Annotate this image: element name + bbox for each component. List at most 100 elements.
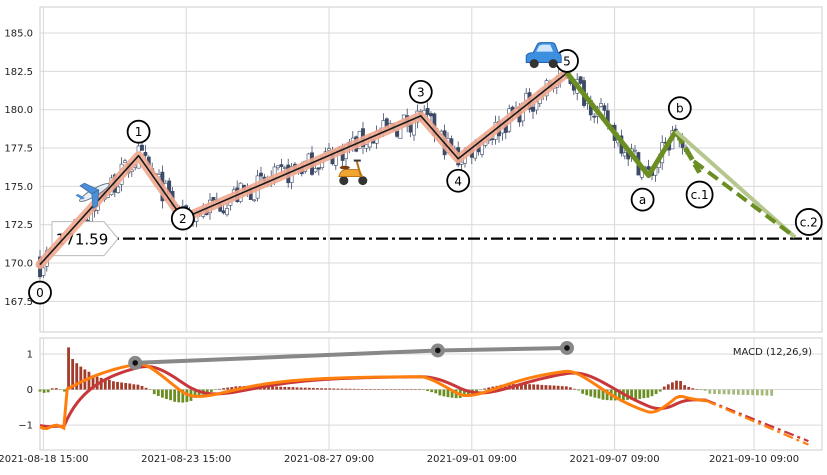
macd-divergence-point-center: [435, 347, 441, 354]
macd-histogram-bar: [430, 389, 434, 393]
macd-histogram-bar: [177, 389, 181, 403]
candle-body: [490, 138, 495, 141]
airplane-tail: [75, 193, 85, 200]
candle-body: [316, 167, 321, 170]
xtick-label: 2021-09-10 09:00: [709, 454, 799, 465]
macd-histogram-bar: [222, 388, 225, 390]
macd-line: [39, 362, 707, 431]
macd-histogram-bar: [316, 388, 319, 390]
macd-histogram-bar: [585, 389, 589, 396]
macd-histogram-bar: [50, 388, 54, 390]
xtick-label: 2021-08-27 09:00: [284, 454, 374, 465]
candle-body: [85, 219, 90, 222]
macd-line-projection: [705, 399, 809, 446]
macd-histogram-bar: [328, 388, 332, 390]
macd-histogram-bar: [666, 384, 670, 390]
macd-histogram-bar: [438, 389, 442, 396]
scooter-icon: [338, 159, 368, 186]
macd-histogram-bar: [42, 389, 46, 393]
candle-body: [633, 149, 637, 152]
macd-histogram-bar: [503, 384, 507, 390]
macd-histogram-bar: [450, 389, 454, 398]
car-body: [525, 42, 562, 64]
wave-label-2: 2: [170, 206, 195, 231]
macd-histogram-bar: [365, 389, 368, 390]
macd-histogram-bar: [132, 384, 136, 390]
price-ytick-label: 182.5: [4, 67, 33, 78]
macd-histogram-bar: [589, 389, 593, 397]
macd-histogram-bar: [140, 385, 144, 390]
macd-histogram-bar: [520, 384, 523, 390]
macd-histogram-bar: [544, 385, 548, 390]
macd-histogram-bar: [156, 389, 160, 396]
macd-histogram-bar: [59, 389, 62, 391]
macd-histogram-bar: [593, 389, 597, 398]
macd-histogram-bar: [193, 389, 197, 398]
macd-histogram-projection-bar: [746, 389, 750, 396]
macd-histogram-bar: [613, 389, 617, 401]
macd-histogram-bar: [279, 386, 283, 390]
macd-histogram-bar: [169, 389, 172, 401]
macd-histogram-projection-bar: [751, 389, 755, 396]
macd-histogram-bar: [128, 383, 132, 390]
car-window: [536, 44, 554, 52]
macd-histogram-bar: [332, 388, 336, 390]
macd-histogram-bar: [573, 388, 576, 390]
macd-histogram-bar: [46, 389, 50, 393]
macd-histogram-bar: [393, 389, 397, 390]
macd-histogram-bar: [532, 384, 536, 390]
price-ytick-label: 172.5: [4, 220, 33, 231]
wave-label-text: c.1: [691, 188, 709, 202]
scooter-stem: [355, 161, 362, 176]
macd-histogram-projection-bar: [732, 389, 735, 395]
wave-label-c-1: c.1: [685, 180, 714, 209]
macd-histogram-bar: [165, 389, 168, 400]
macd-histogram-bar: [226, 387, 230, 390]
macd-histogram-projection-bar: [708, 389, 712, 394]
macd-histogram-bar: [63, 389, 66, 392]
macd-histogram-bar: [569, 387, 572, 390]
macd-divergence-point-center: [132, 360, 138, 366]
macd-histogram-bar: [418, 389, 421, 390]
macd-histogram-bar: [352, 388, 356, 390]
candle-body: [221, 210, 226, 214]
macd-histogram-bar: [299, 387, 303, 390]
macd-histogram-bar: [597, 389, 601, 399]
macd-histogram-bar: [422, 389, 425, 391]
macd-divergence-point-center: [564, 345, 570, 351]
macd-histogram-bar: [209, 389, 213, 392]
candle-body: [592, 115, 597, 118]
macd-histogram-bar: [560, 386, 564, 390]
wave-label-circle: [170, 206, 195, 231]
macd-histogram-bar: [442, 389, 446, 397]
macd-histogram-bar: [446, 389, 450, 398]
macd-histogram-bar: [103, 378, 107, 390]
macd-histogram-bar: [124, 382, 128, 390]
scooter-seat: [339, 165, 350, 170]
wave-label-text: 2: [179, 212, 187, 226]
macd-histogram-bar: [642, 389, 646, 399]
candle-body: [123, 160, 127, 163]
impulse-wave-line: [39, 72, 568, 266]
price-ytick-label: 170.0: [4, 259, 33, 270]
wave-label-text: 4: [454, 174, 462, 188]
wave-label-text: a: [639, 193, 646, 207]
macd-histogram-bar: [340, 388, 344, 390]
macd-histogram-bar: [617, 389, 621, 401]
macd-histogram-bar: [38, 389, 42, 392]
macd-histogram-bar: [295, 387, 299, 390]
macd-histogram-bar: [581, 389, 585, 394]
wave-label-circle: [794, 208, 823, 236]
wave-label-circle: [28, 280, 52, 305]
macd-histogram-bar: [344, 388, 348, 390]
macd-histogram-bar: [401, 389, 405, 390]
wave-label-circle: [667, 96, 692, 121]
macd-histogram-bar: [675, 380, 678, 390]
wave-label-text: 1: [135, 125, 143, 139]
macd-histogram-projection-bar: [736, 389, 740, 395]
macd-histogram-bar: [107, 379, 111, 390]
macd-histogram-projection-bar: [741, 389, 745, 395]
price-panel: [39, 6, 823, 333]
wave-label-circle: [630, 187, 655, 212]
candle-body: [602, 105, 607, 111]
